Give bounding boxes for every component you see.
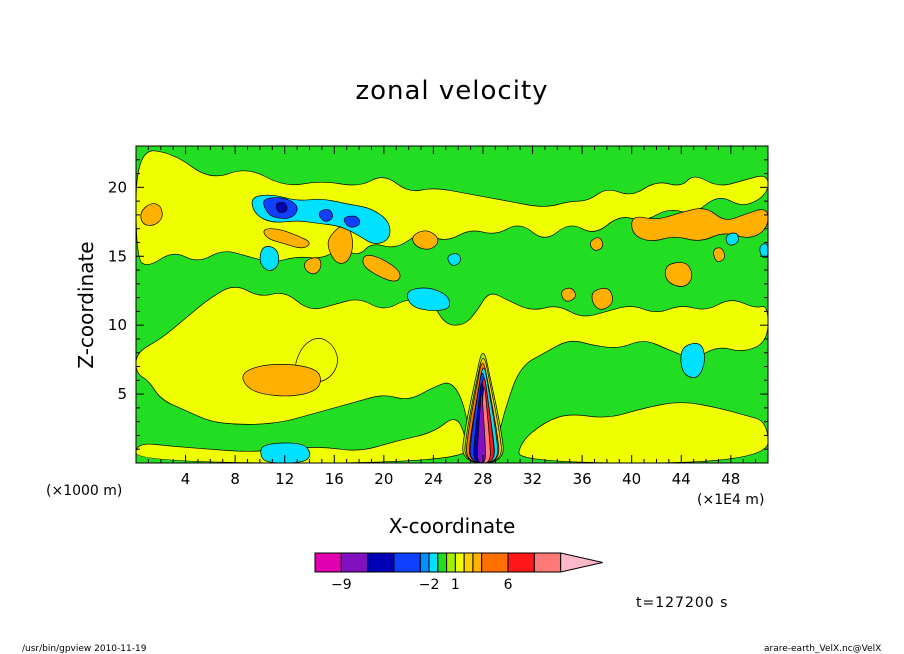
colorbar-bin [472,552,483,573]
contour-region [713,247,725,262]
contour-region [631,208,768,241]
y-tick-label: 5 [117,385,127,403]
colorbar-bin [454,552,465,573]
x-tick-label: 28 [473,470,492,488]
contour-region [304,257,322,275]
contour-region [259,246,280,271]
contour-region [561,287,576,302]
colorbar-label: −2 [419,577,440,593]
x-unit-right: (×1E4 m) [697,492,765,508]
contour-region [589,237,604,251]
contour-region [591,287,613,310]
colorbar-bin [340,552,369,573]
time-annotation: t=127200 s [636,595,729,611]
contour-region [263,228,310,249]
colorbar-bin [393,552,421,573]
colorbar-bin [437,552,448,573]
y-axis-label: Z-coordinate [74,241,98,369]
contour-region [140,203,163,226]
contour-region [242,364,321,397]
colorbar-bin [446,552,456,573]
x-tick-label: 12 [275,470,294,488]
colorbar-bin [419,552,430,573]
contour-region [447,253,461,266]
x-unit-left: (×1000 m) [46,483,123,499]
colorbar-bin [314,552,342,573]
colorbar-bin [463,552,474,573]
contour-region [327,224,353,264]
y-tick-label: 15 [108,247,127,265]
x-tick-label: 8 [230,470,240,488]
contour-region [136,286,768,460]
colorbar-bin [367,552,395,573]
contour-region [664,262,693,287]
x-tick-label: 32 [523,470,542,488]
colorbar-label: −9 [331,577,352,593]
y-tick-label: 20 [108,178,127,196]
colorbar-bin [481,552,509,573]
contour-region [260,442,311,463]
x-tick-label: 4 [181,470,191,488]
x-tick-label: 36 [573,470,592,488]
contour-region [362,254,401,282]
contour-region [406,287,451,311]
x-tick-label: 44 [672,470,691,488]
colorbar-bin [507,552,535,573]
x-tick-label: 40 [622,470,641,488]
footer-file: arare-earth_VelX.nc@VelX [764,644,882,654]
colorbar-extend-arrow [560,552,603,573]
contour-region [725,232,739,246]
contour-region [412,230,439,250]
colorbar-label: 1 [451,577,460,593]
x-tick-label: 48 [721,470,740,488]
contour-region [518,402,768,463]
y-tick-label: 10 [108,316,127,334]
plume-band [477,392,486,463]
footer-source: /usr/bin/gpview 2010-11-19 [22,644,147,654]
colorbar-bin [533,552,562,573]
plot-frame [135,145,769,464]
colorbar-bin [428,552,439,573]
x-tick-label: 16 [325,470,344,488]
colorbar-label: 6 [504,577,513,593]
contour-region [343,215,361,228]
contour-region [680,343,705,379]
chart-title: zonal velocity [355,76,549,106]
contour-region [136,419,468,463]
x-tick-label: 20 [374,470,393,488]
contour-region [275,201,288,213]
colorbar: −9 −2 1 6 [314,552,603,593]
x-tick-label: 24 [424,470,443,488]
contour-region [318,209,333,222]
x-axis-label: X-coordinate [388,514,516,538]
